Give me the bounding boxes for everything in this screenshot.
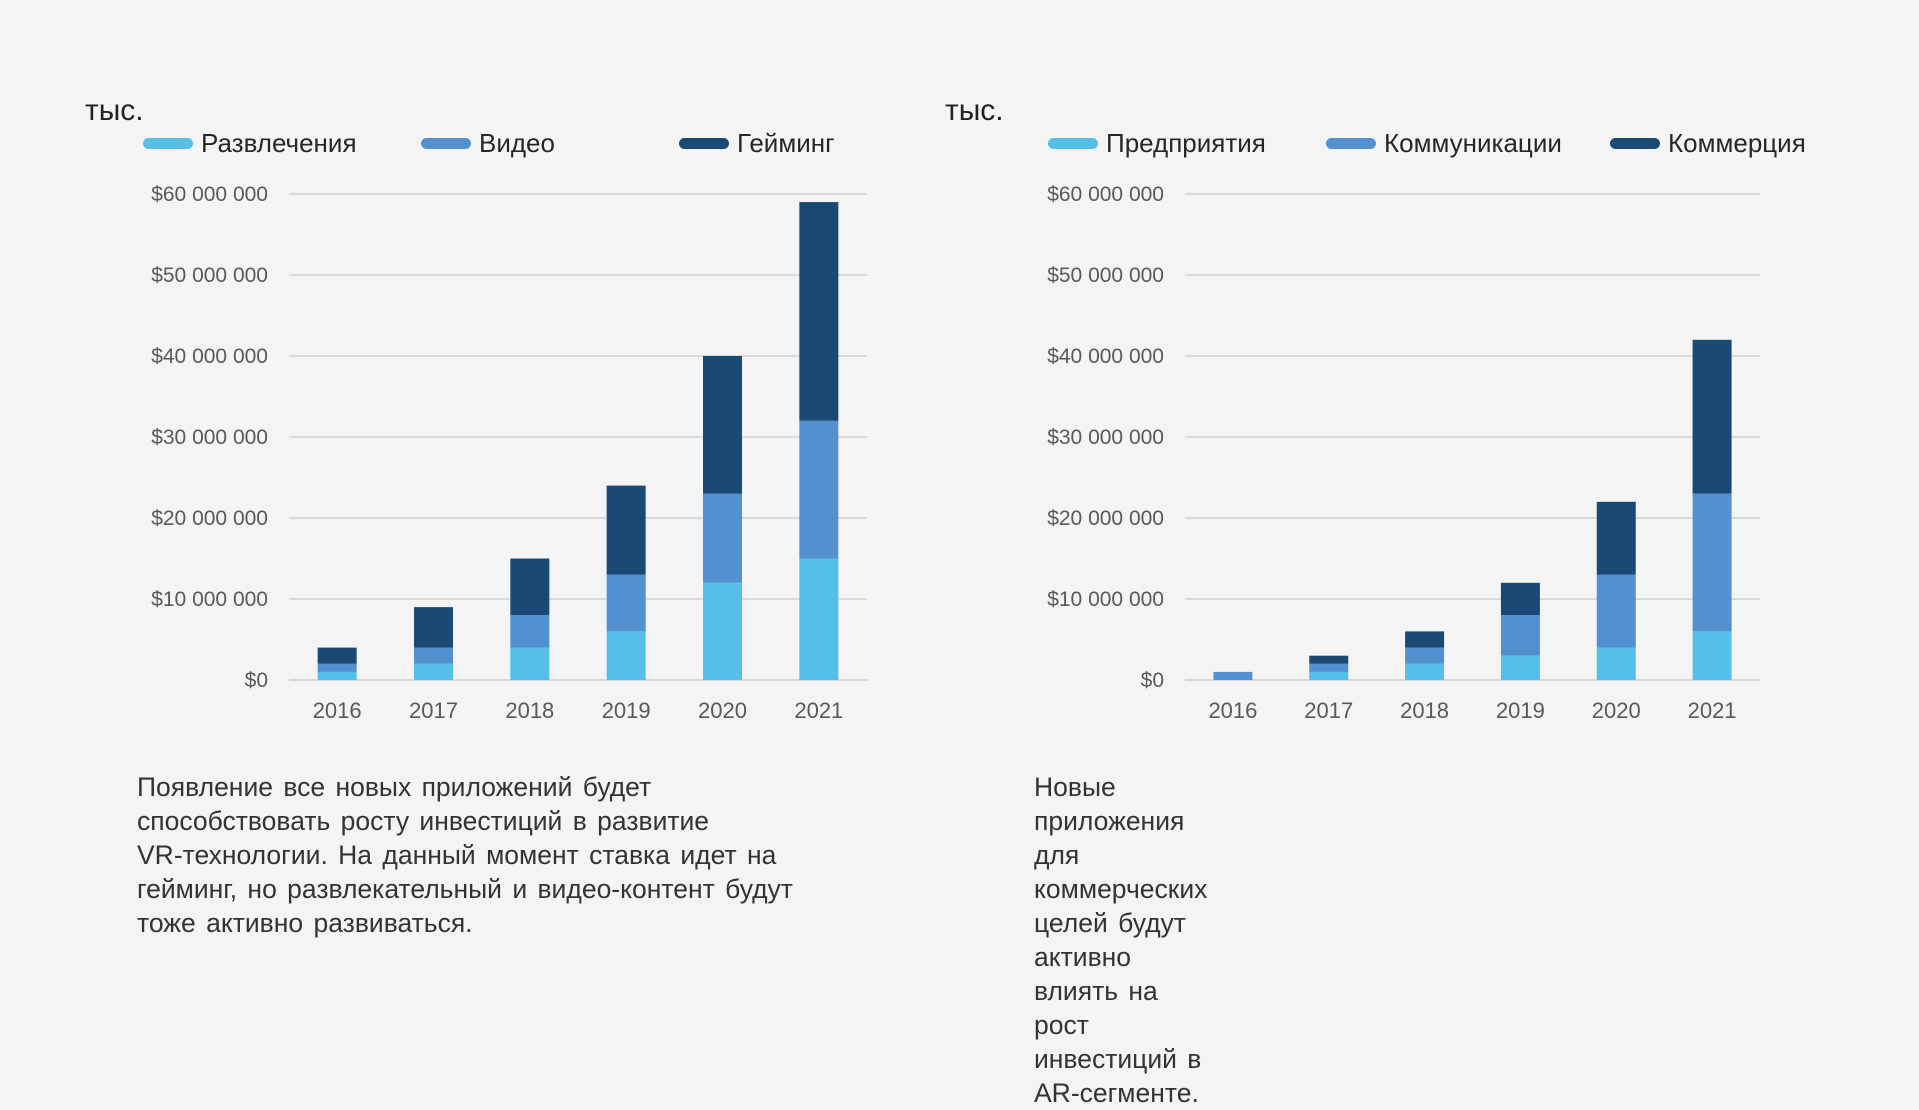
bar-segment-Гейминг xyxy=(510,558,550,616)
x-tick-label: 2021 xyxy=(794,698,843,723)
bar-segment-Гейминг xyxy=(799,202,839,421)
bar-segment-Развлечения xyxy=(799,558,839,680)
y-tick-label: $20 000 000 xyxy=(151,507,268,530)
description-line: тоже активно развиваться. xyxy=(137,908,473,938)
bar-segment-Гейминг xyxy=(606,485,646,575)
bar-segment-Гейминг xyxy=(414,607,453,648)
legend-label: Гейминг xyxy=(737,128,835,158)
bar-segment-Развлечения xyxy=(703,582,742,680)
x-tick-label: 2017 xyxy=(409,698,458,723)
description-line: Появление все новых приложений будет xyxy=(137,772,652,802)
legend-item-communications: Коммуникации xyxy=(1326,128,1562,159)
legend-swatch-icon xyxy=(421,138,471,149)
y-tick-label: $60 000 000 xyxy=(151,183,268,206)
ar-investment-chart: $0 $10 000 000 $20 000 000 $30 000 000 $40 0… xyxy=(1047,183,1760,723)
y-tick-label: $0 xyxy=(245,669,268,692)
legend-item-entertainment: Развлечения xyxy=(143,128,357,159)
description-line: Новые приложения для коммерческих целей … xyxy=(1034,772,1208,938)
y-tick-label: $30 000 000 xyxy=(151,426,268,449)
bar-segment-Развлечения xyxy=(510,647,550,680)
legend-label: Развлечения xyxy=(201,128,357,158)
x-tick-label: 2018 xyxy=(505,698,554,723)
bar-segment-Коммуникации xyxy=(1405,647,1445,664)
bar-segment-Коммуникации xyxy=(1500,615,1540,656)
legend-item-video: Видео xyxy=(421,128,555,159)
legend-label: Коммуникации xyxy=(1384,128,1562,158)
bar-segment-Развлечения xyxy=(414,663,453,680)
legend-label: Коммерция xyxy=(1668,128,1806,158)
description-line: гейминг, но развлекательный и видео-конт… xyxy=(137,874,793,904)
legend-swatch-icon xyxy=(143,138,193,149)
bar-segment-Коммуникации xyxy=(1596,574,1636,648)
y-tick-label: $60 000 000 xyxy=(1047,183,1164,206)
bar-segment-Предприятия xyxy=(1692,631,1732,680)
legend-swatch-icon xyxy=(679,138,729,149)
x-tick-label: 2019 xyxy=(602,698,651,723)
bar-segment-Предприятия xyxy=(1596,647,1636,680)
x-tick-label: 2016 xyxy=(1208,698,1257,723)
vr-description: Появление все новых приложений будет спос… xyxy=(137,770,793,940)
legend-label: Видео xyxy=(479,128,555,158)
y-tick-label: $40 000 000 xyxy=(151,345,268,368)
x-tick-label: 2021 xyxy=(1688,698,1737,723)
bar-segment-Предприятия xyxy=(1405,663,1445,680)
bar-segment-Видео xyxy=(414,647,453,664)
bar-segment-Видео xyxy=(510,615,550,648)
bar-segment-Видео xyxy=(606,574,646,632)
vr-chart-panel: тыс. Развлечения Видео Гейминг $0 $10 000… xyxy=(0,0,960,1079)
description-line: VR-технологии. На данный момент ставка и… xyxy=(137,840,777,870)
legend-label: Предприятия xyxy=(1106,128,1266,158)
bar-segment-Видео xyxy=(317,663,357,672)
legend-swatch-icon xyxy=(1326,138,1376,149)
bar-segment-Гейминг xyxy=(703,356,742,494)
bar-segment-Развлечения xyxy=(317,671,357,680)
unit-label: тыс. xyxy=(945,94,1004,127)
legend-swatch-icon xyxy=(1048,138,1098,149)
bar-segment-Коммерция xyxy=(1692,339,1732,494)
bar-segment-Развлечения xyxy=(606,631,646,680)
bar-segment-Коммуникации xyxy=(1692,493,1732,632)
x-tick-label: 2020 xyxy=(698,698,747,723)
y-tick-label: $50 000 000 xyxy=(1047,264,1164,287)
y-tick-label: $10 000 000 xyxy=(1047,588,1164,611)
bar-segment-Коммерция xyxy=(1596,501,1636,575)
bar-segment-Коммерция xyxy=(1405,631,1445,648)
legend-item-gaming: Гейминг xyxy=(679,128,835,159)
x-tick-label: 2017 xyxy=(1304,698,1353,723)
ar-description: Новые приложения для коммерческих целей … xyxy=(1034,770,1207,1110)
y-tick-label: $10 000 000 xyxy=(151,588,268,611)
bar-segment-Предприятия xyxy=(1309,671,1349,680)
y-tick-label: $40 000 000 xyxy=(1047,345,1164,368)
x-tick-label: 2019 xyxy=(1496,698,1545,723)
y-tick-label: $20 000 000 xyxy=(1047,507,1164,530)
y-tick-label: $0 xyxy=(1141,669,1164,692)
bar-segment-Предприятия xyxy=(1500,655,1540,680)
legend-swatch-icon xyxy=(1610,138,1660,149)
bar-segment-Видео xyxy=(799,420,839,559)
x-tick-label: 2018 xyxy=(1400,698,1449,723)
description-line: способствовать росту инвестиций в развит… xyxy=(137,806,710,836)
unit-label: тыс. xyxy=(85,94,144,127)
legend-item-enterprise: Предприятия xyxy=(1048,128,1266,159)
bar-segment-Коммерция xyxy=(1500,582,1540,616)
bar-segment-Гейминг xyxy=(317,647,357,664)
legend-item-commerce: Коммерция xyxy=(1610,128,1806,159)
description-line: активно влиять на рост инвестиций в AR-с… xyxy=(1034,942,1202,1108)
bar-segment-Коммуникации xyxy=(1309,663,1349,672)
bar-segment-Коммуникации xyxy=(1213,671,1253,680)
y-tick-label: $50 000 000 xyxy=(151,264,268,287)
x-tick-label: 2020 xyxy=(1592,698,1641,723)
ar-chart-panel: тыс. Предприятия Коммуникации Коммерция … xyxy=(0,0,1806,1108)
y-tick-label: $30 000 000 xyxy=(1047,426,1164,449)
bar-segment-Коммерция xyxy=(1309,655,1349,664)
x-tick-label: 2016 xyxy=(313,698,362,723)
bar-segment-Видео xyxy=(703,493,742,583)
vr-investment-chart: $0 $10 000 000 $20 000 000 $30 000 000 $40 0… xyxy=(151,183,867,723)
